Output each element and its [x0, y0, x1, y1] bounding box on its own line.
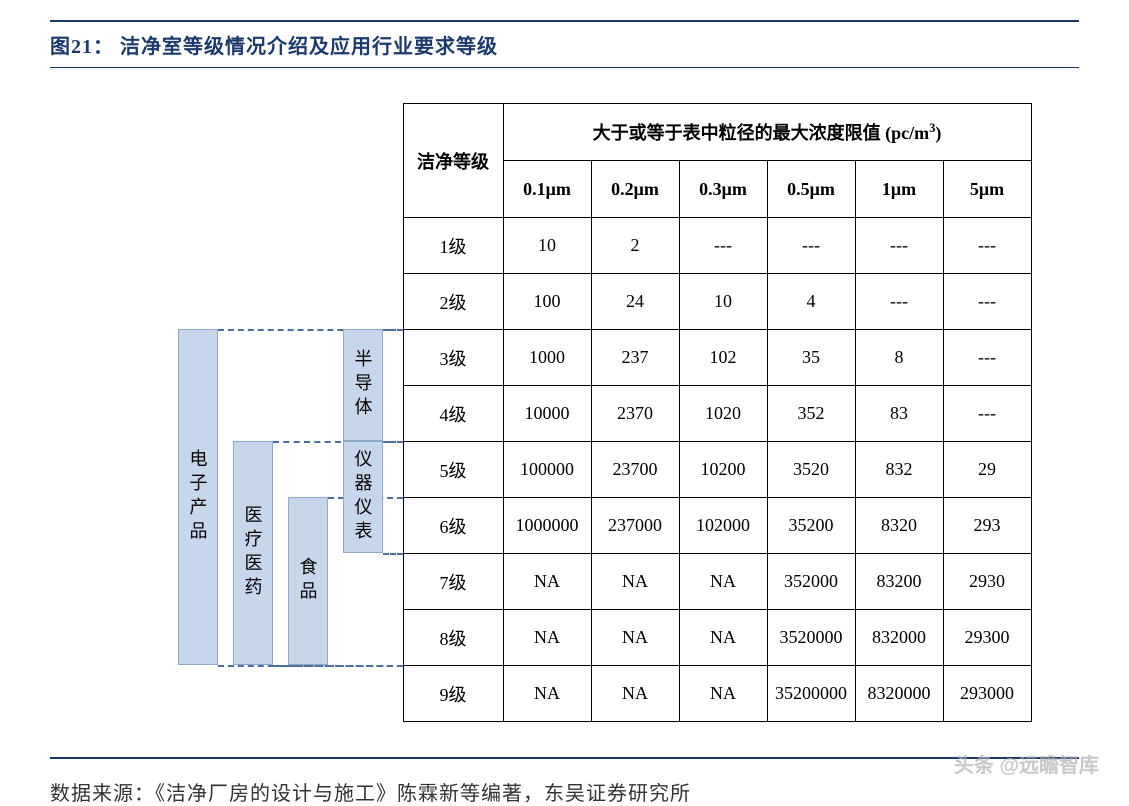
data-cell: --- — [943, 330, 1031, 386]
connector-dash — [383, 441, 403, 443]
data-cell: 832 — [855, 442, 943, 498]
data-cell: 1000 — [503, 330, 591, 386]
figure-title-bar: 图21： 洁净室等级情况介绍及应用行业要求等级 — [50, 20, 1079, 68]
data-cell: NA — [679, 666, 767, 722]
data-cell: NA — [591, 610, 679, 666]
data-source: 数据来源：《洁净厂房的设计与施工》陈霖新等编著，东吴证券研究所 — [50, 777, 1079, 806]
data-cell: 35200000 — [767, 666, 855, 722]
data-cell: 4 — [767, 274, 855, 330]
table-row: 8级NANANA352000083200029300 — [403, 610, 1031, 666]
data-cell: 35 — [767, 330, 855, 386]
industry-box-food: 食品 — [288, 497, 328, 665]
connector-dash — [383, 329, 403, 331]
data-cell: 1020 — [679, 386, 767, 442]
data-cell: 293 — [943, 498, 1031, 554]
bottom-rule — [50, 757, 1079, 759]
data-cell: 100000 — [503, 442, 591, 498]
data-cell: 2930 — [943, 554, 1031, 610]
data-cell: --- — [767, 218, 855, 274]
data-cell: NA — [679, 610, 767, 666]
table-col-header: 0.3μm — [679, 161, 767, 218]
table-row: 6级1000000237000102000352008320293 — [403, 498, 1031, 554]
data-cell: 10000 — [503, 386, 591, 442]
data-cell: NA — [679, 554, 767, 610]
table-row: 2级10024104------ — [403, 274, 1031, 330]
level-cell: 7级 — [403, 554, 503, 610]
level-cell: 5级 — [403, 442, 503, 498]
data-cell: 83 — [855, 386, 943, 442]
table-top-header-text: 大于或等于表中粒径的最大浓度限值 (pc/m3) — [593, 123, 942, 143]
data-cell: 10 — [679, 274, 767, 330]
table-row: 1级102------------ — [403, 218, 1031, 274]
figure-title: 图21： 洁净室等级情况介绍及应用行业要求等级 — [50, 30, 1079, 59]
level-cell: 2级 — [403, 274, 503, 330]
data-cell: 1000000 — [503, 498, 591, 554]
data-cell: 3520000 — [767, 610, 855, 666]
data-cell: 8 — [855, 330, 943, 386]
level-cell: 4级 — [403, 386, 503, 442]
data-cell: --- — [943, 274, 1031, 330]
level-cell: 6级 — [403, 498, 503, 554]
data-cell: NA — [591, 554, 679, 610]
data-cell: 83200 — [855, 554, 943, 610]
data-cell: 29300 — [943, 610, 1031, 666]
data-cell: 352 — [767, 386, 855, 442]
data-cell: --- — [943, 386, 1031, 442]
data-cell: 2370 — [591, 386, 679, 442]
level-cell: 8级 — [403, 610, 503, 666]
data-cell: 2 — [591, 218, 679, 274]
industry-box-semi: 半导体 — [343, 329, 383, 441]
data-cell: 237000 — [591, 498, 679, 554]
table-row: 4级100002370102035283--- — [403, 386, 1031, 442]
data-cell: 352000 — [767, 554, 855, 610]
watermark: 头条 @远瞻智库 — [954, 749, 1099, 778]
data-cell: 293000 — [943, 666, 1031, 722]
industry-box-med: 医疗医药 — [233, 441, 273, 665]
data-cell: 3520 — [767, 442, 855, 498]
connector-dash — [328, 665, 403, 667]
data-cell: --- — [943, 218, 1031, 274]
table-row: 9级NANANA352000008320000293000 — [403, 666, 1031, 722]
table-row: 7级NANANA352000832002930 — [403, 554, 1031, 610]
data-cell: 237 — [591, 330, 679, 386]
data-cell: 23700 — [591, 442, 679, 498]
table-col-header: 1μm — [855, 161, 943, 218]
data-cell: 35200 — [767, 498, 855, 554]
data-cell: --- — [679, 218, 767, 274]
data-cell: --- — [855, 218, 943, 274]
data-cell: 102 — [679, 330, 767, 386]
data-cell: 102000 — [679, 498, 767, 554]
level-cell: 9级 — [403, 666, 503, 722]
data-cell: --- — [855, 274, 943, 330]
data-cell: 24 — [591, 274, 679, 330]
data-cell: 8320 — [855, 498, 943, 554]
data-cell: NA — [591, 666, 679, 722]
data-cell: 100 — [503, 274, 591, 330]
data-cell: 832000 — [855, 610, 943, 666]
level-cell: 3级 — [403, 330, 503, 386]
data-cell: 29 — [943, 442, 1031, 498]
cleanroom-table: 洁净等级 大于或等于表中粒径的最大浓度限值 (pc/m3) 0.1μm0.2μm… — [403, 103, 1032, 722]
table-col-header: 0.5μm — [767, 161, 855, 218]
data-cell: 10 — [503, 218, 591, 274]
industry-box-elec: 电子产品 — [178, 329, 218, 665]
table-top-header: 大于或等于表中粒径的最大浓度限值 (pc/m3) — [503, 104, 1031, 161]
table-row: 5级1000002370010200352083229 — [403, 442, 1031, 498]
table-corner-header: 洁净等级 — [403, 104, 503, 218]
industry-box-instr: 仪器仪表 — [343, 441, 383, 553]
industry-brackets: 电子产品医疗医药食品 半导体仪器仪表 — [178, 103, 403, 722]
data-cell: NA — [503, 554, 591, 610]
data-cell: 8320000 — [855, 666, 943, 722]
table-col-header: 0.1μm — [503, 161, 591, 218]
data-cell: NA — [503, 666, 591, 722]
table-row: 3级1000237102358--- — [403, 330, 1031, 386]
data-cell: 10200 — [679, 442, 767, 498]
connector-dash — [383, 553, 403, 555]
table-col-header: 5μm — [943, 161, 1031, 218]
data-cell: NA — [503, 610, 591, 666]
table-col-header: 0.2μm — [591, 161, 679, 218]
level-cell: 1级 — [403, 218, 503, 274]
diagram-area: 电子产品医疗医药食品 半导体仪器仪表 洁净等级 大于或等于表中粒径的最大浓度限值 … — [50, 103, 1079, 722]
